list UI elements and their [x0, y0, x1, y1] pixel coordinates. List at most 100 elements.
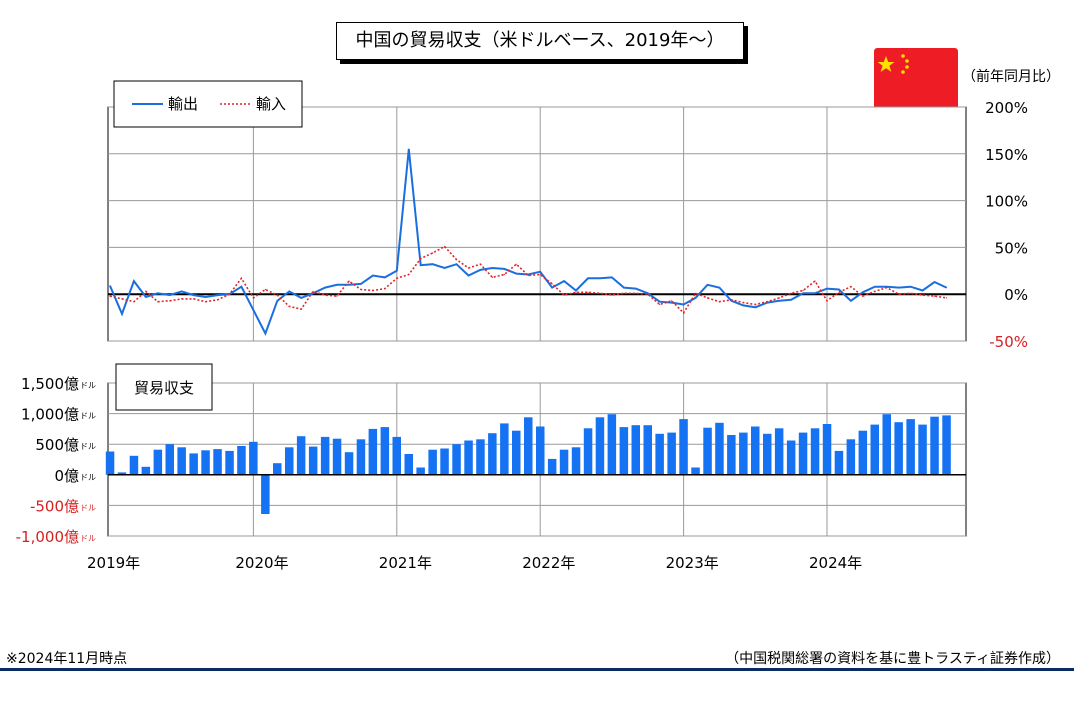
- trade-balance-bar: [153, 449, 163, 475]
- import-point: [432, 252, 434, 254]
- trade-balance-bar: [643, 425, 652, 475]
- balance-tick-label: 500億: [35, 436, 79, 454]
- flag-small-star: [905, 65, 909, 69]
- export-point: [575, 289, 577, 292]
- export-point: [910, 286, 912, 288]
- trade-balance-bar: [141, 466, 151, 475]
- export-point: [599, 277, 601, 279]
- import-point: [635, 292, 637, 294]
- trade-balance-bar: [536, 426, 545, 475]
- export-point: [503, 268, 505, 270]
- export-point: [933, 281, 936, 283]
- export-point: [683, 303, 685, 306]
- yoy-tick-label: 200%: [985, 99, 1028, 117]
- export-point: [563, 280, 565, 282]
- export-point: [718, 287, 721, 289]
- export-point: [479, 269, 481, 271]
- export-point: [467, 274, 470, 277]
- export-point: [288, 290, 290, 292]
- import-point: [336, 295, 338, 297]
- china-flag-icon: [874, 48, 958, 111]
- trade-balance-bar: [739, 432, 748, 475]
- trade-balance-bar: [249, 441, 258, 475]
- yoy-line-panel: 200% 150% 100% 50% 0% -50% 輸出 輸入: [107, 80, 1028, 351]
- import-point: [217, 299, 219, 301]
- export-point: [539, 271, 541, 273]
- trade-balance-bar: [810, 428, 820, 475]
- export-point: [862, 291, 864, 293]
- export-point: [109, 285, 111, 287]
- export-point: [455, 263, 458, 265]
- import-point: [479, 263, 481, 265]
- import-point: [551, 283, 553, 285]
- import-point: [575, 291, 577, 293]
- trade-balance-bar: [703, 427, 712, 475]
- trade-balance-bar: [774, 428, 784, 475]
- trade-balance-bar: [213, 449, 222, 475]
- trade-balance-bar: [631, 425, 640, 475]
- flag-background: [874, 48, 958, 111]
- source-note: （中国税関総署の資料を基に豊トラスティ証券作成）: [725, 651, 1060, 667]
- import-point: [169, 300, 171, 302]
- trade-balance-bar: [344, 452, 354, 475]
- trade-balance-bar: [655, 433, 664, 475]
- export-point: [623, 287, 625, 289]
- export-point: [384, 276, 386, 278]
- trade-balance-bar: [452, 444, 461, 475]
- trade-balance-bar: [870, 424, 879, 475]
- trade-balance-bar: [129, 455, 139, 475]
- import-point: [396, 277, 398, 279]
- balance-tick-unit: ドル: [80, 534, 96, 543]
- trade-balance-bar: [368, 428, 378, 475]
- export-point: [324, 287, 326, 289]
- export-point: [193, 294, 195, 296]
- export-point: [527, 273, 529, 276]
- trade-balance-bar: [117, 472, 127, 475]
- export-point: [694, 297, 697, 299]
- export-point: [647, 292, 649, 294]
- import-point: [718, 301, 721, 303]
- import-point: [324, 294, 326, 296]
- balance-tick-label: 1,000億: [21, 406, 79, 424]
- import-point: [790, 292, 792, 294]
- import-point: [503, 273, 505, 276]
- chart-title: 中国の貿易収支（米ドルベース、2019年〜）: [336, 22, 744, 60]
- export-point: [252, 309, 254, 311]
- export-point: [802, 292, 804, 294]
- export-point: [551, 287, 553, 289]
- import-point: [587, 291, 589, 293]
- import-point: [444, 245, 446, 248]
- export-point: [874, 286, 876, 288]
- import-point: [886, 287, 888, 289]
- export-point: [420, 264, 422, 266]
- balance-tick-unit: ドル: [80, 473, 96, 482]
- export-point: [157, 292, 159, 294]
- export-point: [432, 263, 434, 265]
- import-point: [252, 297, 254, 299]
- balance-tick-unit: ドル: [80, 503, 96, 512]
- import-point: [671, 300, 673, 302]
- import-point: [121, 298, 123, 300]
- trade-balance-bar: [261, 474, 270, 514]
- export-point: [336, 284, 338, 286]
- trade-balance-bar: [512, 430, 521, 475]
- balance-tick-unit: ドル: [80, 442, 96, 451]
- export-point: [133, 280, 135, 282]
- import-point: [372, 289, 374, 292]
- trade-balance-bar: [332, 438, 342, 475]
- import-point: [683, 312, 685, 314]
- trade-balance-bar: [607, 414, 617, 475]
- export-point: [635, 288, 637, 290]
- trade-balance-bar: [786, 440, 796, 475]
- import-point: [312, 290, 314, 292]
- export-point: [444, 267, 446, 269]
- import-point: [802, 289, 804, 292]
- balance-tick-label: 1,500億: [21, 375, 79, 393]
- legend-export-label: 輸出: [168, 95, 198, 113]
- import-point: [157, 301, 159, 303]
- trade-balance-bar: [715, 422, 724, 475]
- trade-balance-bar: [464, 440, 473, 475]
- import-point: [467, 267, 470, 269]
- export-point: [145, 296, 147, 298]
- balance-tick-label: 0億: [54, 467, 79, 485]
